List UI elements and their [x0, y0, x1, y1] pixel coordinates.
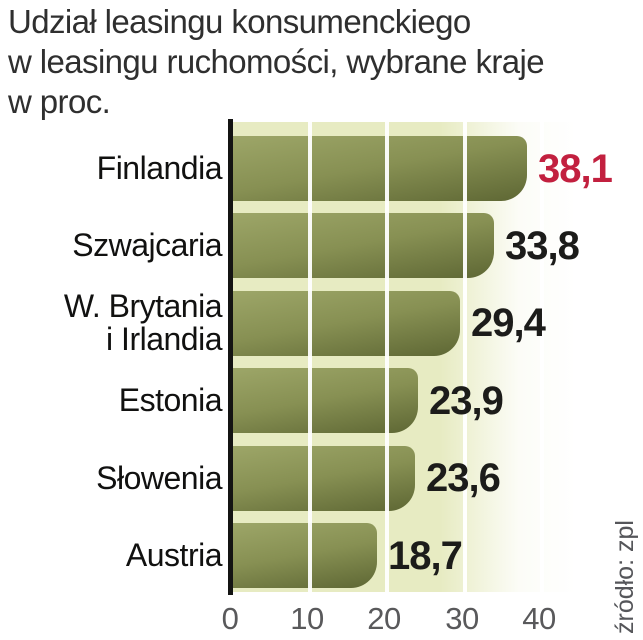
source-label: źródło: zpl [611, 520, 639, 634]
x-tick-10: 10 [290, 601, 324, 636]
bar-finlandia [233, 136, 527, 201]
gridline-30 [463, 122, 467, 592]
value-label: 29,4 [471, 301, 546, 345]
value-label: 18,7 [388, 534, 463, 578]
gridline-40 [540, 122, 544, 592]
chart-title: Udział leasingu konsumenckiego w leasing… [8, 2, 636, 122]
value-label: 23,6 [426, 456, 501, 500]
x-tick-40: 40 [522, 601, 556, 636]
category-label: Finlandia [96, 150, 223, 186]
category-label: Estonia [118, 382, 223, 418]
bar-austria [233, 523, 377, 588]
gridline-10 [308, 122, 312, 592]
x-tick-0: 0 [221, 601, 239, 636]
title-line-3: w proc. [8, 83, 111, 120]
y-axis-line [228, 119, 233, 595]
value-label: 23,9 [429, 379, 504, 423]
bar-s-owenia [233, 445, 415, 511]
category-label: Słowenia [96, 460, 222, 496]
category-label: W. Brytania i Irlandia [63, 288, 223, 357]
bar-w-brytania-i-irlandia [233, 290, 460, 356]
x-tick-30: 30 [445, 601, 479, 636]
gridline-20 [385, 122, 389, 592]
value-label: 33,8 [505, 224, 580, 268]
title-line-2: w leasingu ruchomości, wybrane kraje [8, 43, 545, 80]
bar-estonia [233, 368, 418, 434]
x-tick-20: 20 [367, 601, 401, 636]
category-label: Szwajcaria [72, 227, 222, 263]
value-label-highlighted: 38,1 [538, 147, 613, 191]
category-label: Austria [125, 537, 223, 573]
title-line-1: Udział leasingu konsumenckiego [8, 3, 471, 40]
bar-szwajcaria [233, 213, 494, 279]
